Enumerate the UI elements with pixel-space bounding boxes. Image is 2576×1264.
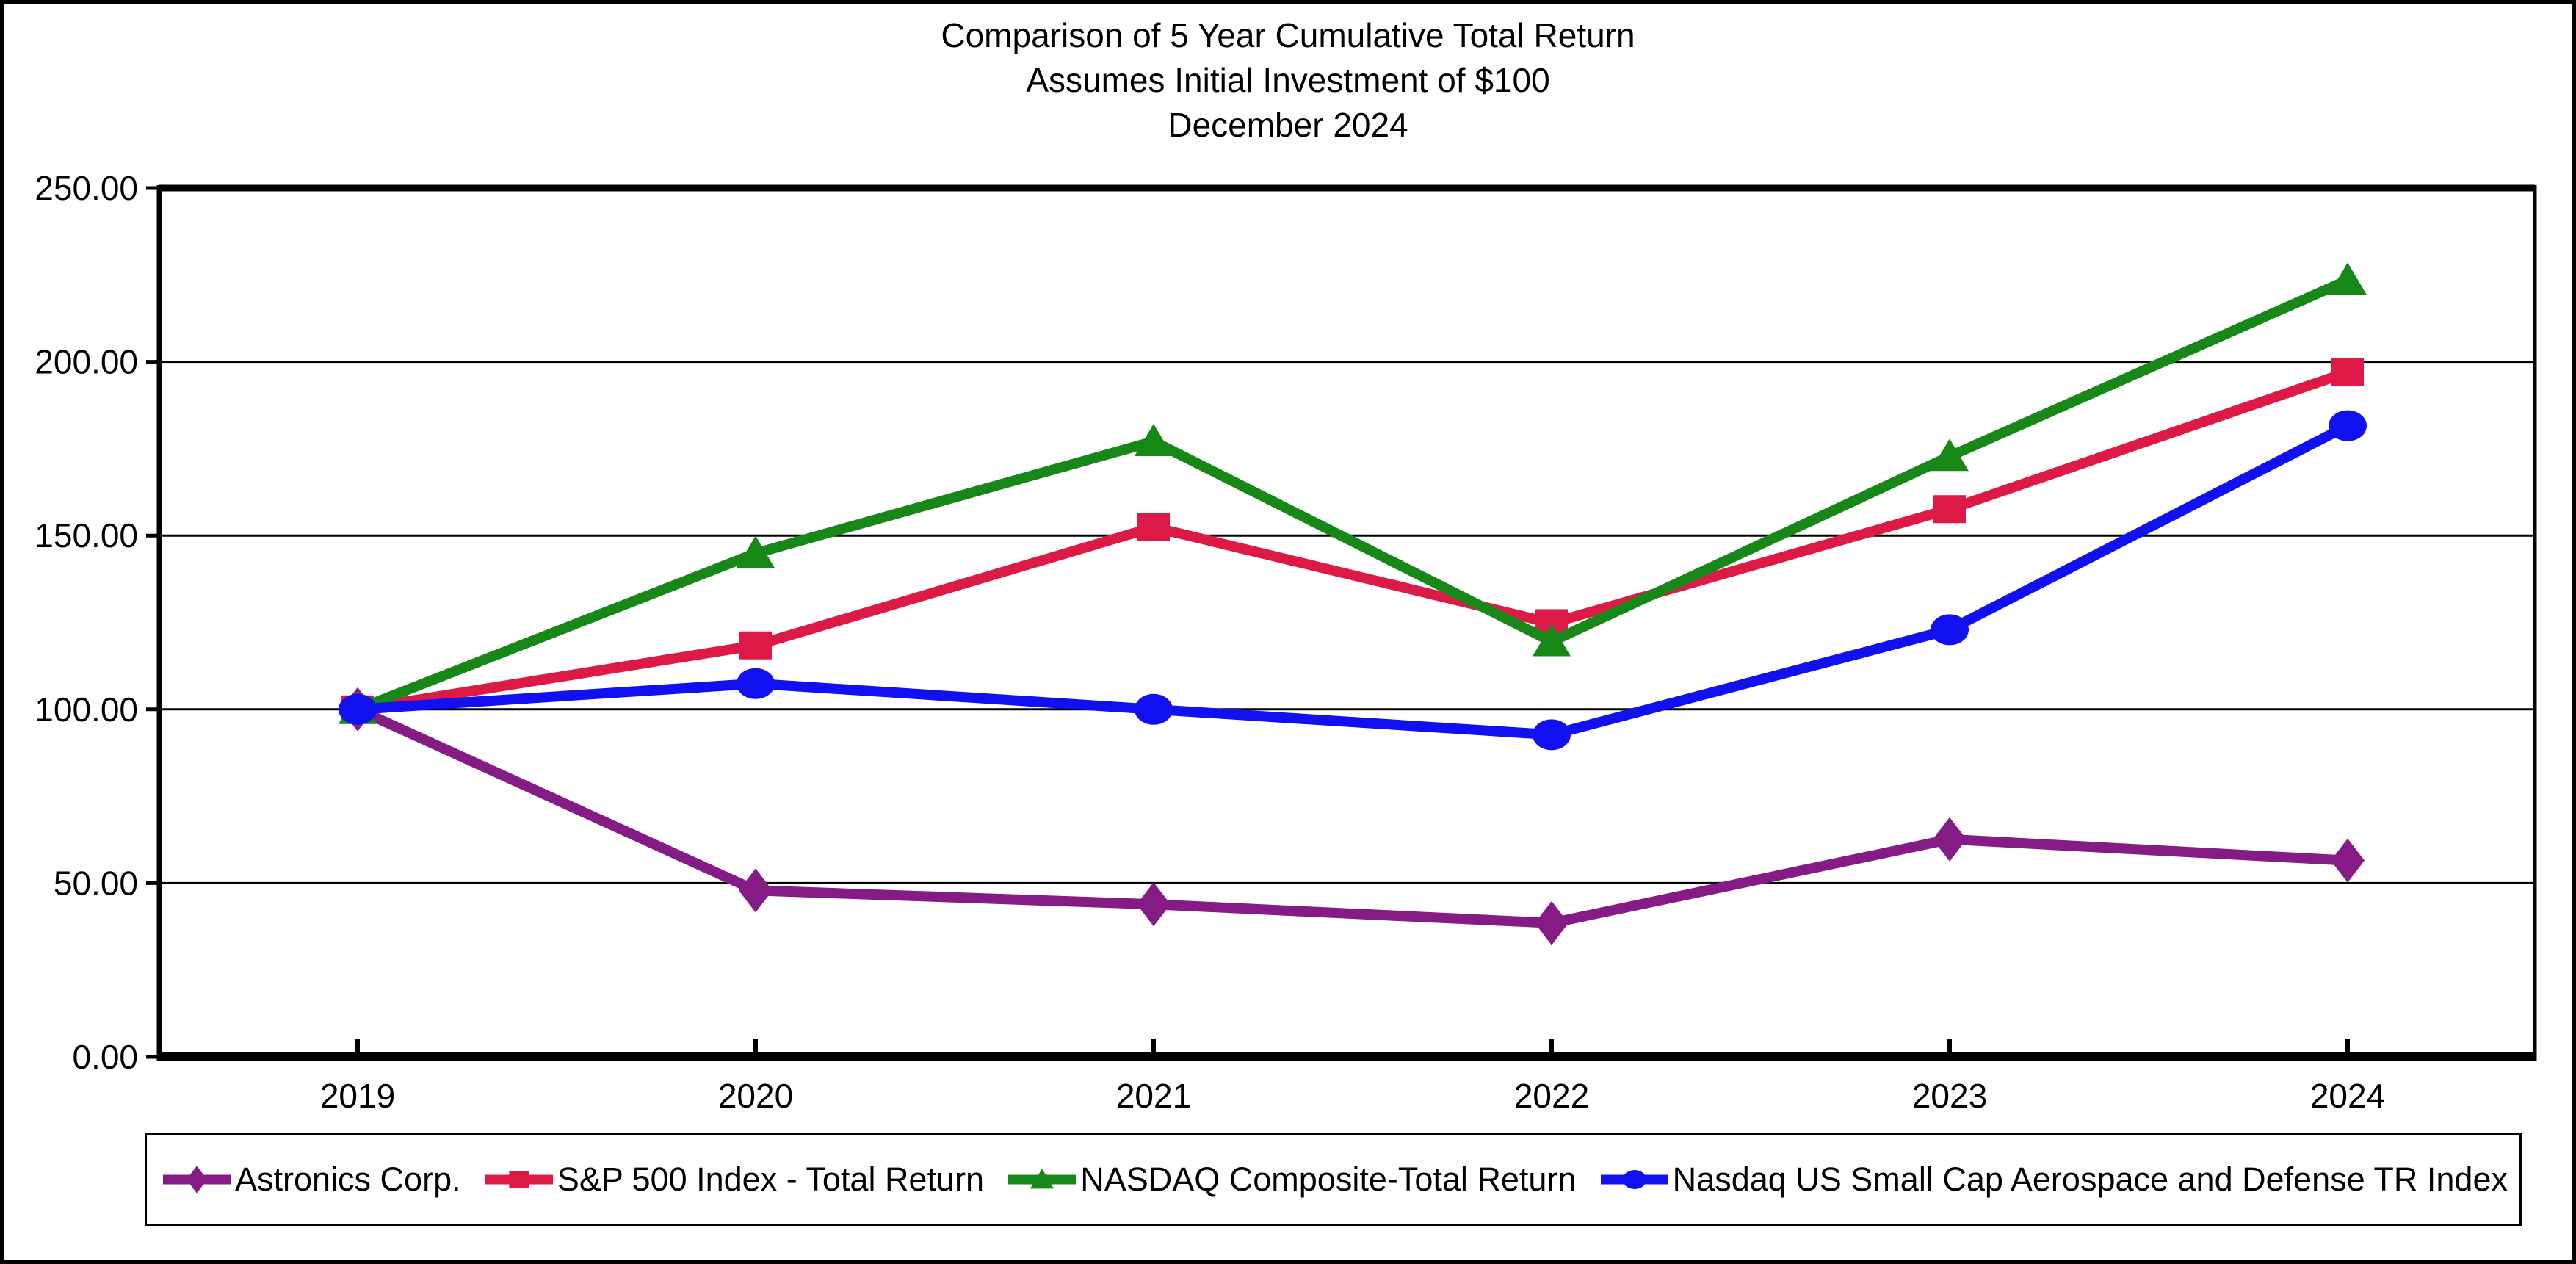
series-0-point-2024 — [2331, 838, 2365, 883]
chart-title-line1: Comparison of 5 Year Cumulative Total Re… — [941, 16, 1635, 54]
series-1-point-2024 — [2331, 358, 2364, 386]
series-3-point-2022 — [1533, 719, 1571, 751]
x-axis-label-2024: 2024 — [2310, 1077, 2385, 1115]
series-3-point-2020 — [737, 668, 775, 699]
x-axis-label-2020: 2020 — [718, 1077, 793, 1115]
series-2-point-2021 — [1135, 423, 1173, 456]
series-line-0 — [355, 704, 2348, 928]
legend-marker-diamond-icon — [186, 1166, 208, 1193]
series-1-point-2020 — [739, 631, 772, 660]
y-axis-label-250: 250.00 — [35, 169, 138, 207]
series-2-point-2023 — [1931, 438, 1969, 472]
series-line-3 — [357, 421, 2351, 740]
legend-item-nasdaq-composite: NASDAQ Composite-Total Return — [1005, 1156, 1576, 1203]
chart-title: Comparison of 5 Year Cumulative Total Re… — [4, 13, 2572, 148]
x-axis-label-2021: 2021 — [1116, 1077, 1191, 1115]
legend-marker-triangle-icon — [1030, 1169, 1054, 1189]
legend-label: NASDAQ Composite-Total Return — [1080, 1160, 1577, 1198]
x-axis-label-2023: 2023 — [1912, 1077, 1987, 1115]
y-axis-label-50: 50.00 — [54, 864, 138, 902]
legend-label: S&P 500 Index - Total Return — [557, 1160, 985, 1198]
series-3-point-2021 — [1135, 693, 1173, 725]
y-axis-label-200: 200.00 — [35, 343, 138, 381]
y-axis-label-100: 100.00 — [35, 690, 138, 729]
series-3-point-2019 — [339, 693, 377, 725]
series-2-point-2024 — [2329, 262, 2367, 295]
series-line-2 — [355, 275, 2350, 715]
series-0-point-2020 — [739, 868, 773, 913]
series-0-point-2021 — [1137, 882, 1171, 927]
sp500-line-marker-icon — [485, 1171, 553, 1188]
legend-marker-circle-icon — [1622, 1169, 1646, 1190]
astronics-line-marker-icon — [163, 1166, 231, 1193]
series-0-point-2023 — [1933, 817, 1967, 862]
legend: Astronics Corp. S&P 500 Index - Total Re… — [145, 1133, 2522, 1226]
series-3-point-2023 — [1931, 614, 1969, 646]
x-axis-label-2019: 2019 — [320, 1077, 395, 1115]
legend-label: Nasdaq US Small Cap Aerospace and Defens… — [1672, 1160, 2508, 1198]
y-axis-label-0: 0.00 — [72, 1038, 138, 1076]
series-2-point-2022 — [1533, 624, 1571, 657]
y-axis-label-150: 150.00 — [35, 516, 138, 555]
legend-item-nasdaq-smallcap-aero: Nasdaq US Small Cap Aerospace and Defens… — [1598, 1156, 2508, 1203]
series-1-point-2021 — [1137, 513, 1170, 541]
chart-title-line2: Assumes Initial Investment of $100 — [1026, 61, 1550, 99]
series-0-point-2022 — [1535, 900, 1569, 945]
legend-item-astronics: Astronics Corp. — [160, 1156, 461, 1203]
plot-area: 0.00 50.00 100.00 150.00 200.00 250.00 2019 202… — [35, 169, 2537, 1115]
series-3-point-2024 — [2329, 410, 2367, 441]
legend-label: Astronics Corp. — [235, 1160, 461, 1198]
legend-item-sp500: S&P 500 Index - Total Return — [482, 1156, 984, 1203]
nasdaq-smallcap-aero-line-marker-icon — [1600, 1169, 1668, 1190]
chart-title-line3: December 2024 — [1168, 106, 1408, 144]
series-2-point-2020 — [737, 535, 775, 568]
legend-marker-square-icon — [509, 1171, 529, 1188]
series-line-1 — [356, 367, 2350, 715]
series-1-point-2023 — [1933, 495, 1966, 524]
x-axis-label-2022: 2022 — [1514, 1077, 1589, 1115]
nasdaq-composite-line-marker-icon — [1008, 1169, 1077, 1189]
